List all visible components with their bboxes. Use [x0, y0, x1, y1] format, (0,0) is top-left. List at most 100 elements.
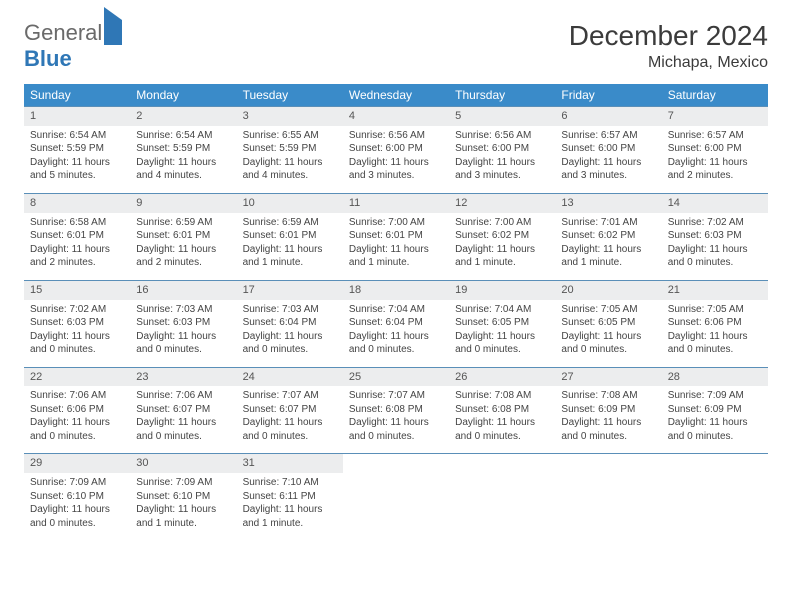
sunrise-text: Sunrise: 6:54 AM	[136, 129, 230, 143]
daylight-text: and 0 minutes.	[30, 517, 124, 531]
sunset-text: Sunset: 6:10 PM	[136, 490, 230, 504]
sunrise-text: Sunrise: 7:05 AM	[668, 303, 762, 317]
daylight-text: Daylight: 11 hours	[30, 243, 124, 257]
daylight-text: and 0 minutes.	[136, 430, 230, 444]
sunset-text: Sunset: 6:01 PM	[243, 229, 337, 243]
day-number-cell: 22	[24, 367, 130, 386]
day-header: Thursday	[449, 84, 555, 107]
daylight-text: and 1 minute.	[349, 256, 443, 270]
daylight-text: and 0 minutes.	[349, 430, 443, 444]
day-content-cell: Sunrise: 7:03 AMSunset: 6:03 PMDaylight:…	[130, 300, 236, 368]
daylight-text: Daylight: 11 hours	[136, 503, 230, 517]
sunrise-text: Sunrise: 7:09 AM	[30, 476, 124, 490]
day-number-cell: 19	[449, 280, 555, 299]
daylight-text: Daylight: 11 hours	[561, 156, 655, 170]
day-header: Friday	[555, 84, 661, 107]
day-number-cell: 16	[130, 280, 236, 299]
logo: General Blue	[24, 20, 122, 72]
sunset-text: Sunset: 6:06 PM	[30, 403, 124, 417]
day-content-cell	[555, 473, 661, 540]
day-number-row: 293031	[24, 454, 768, 473]
daylight-text: Daylight: 11 hours	[30, 416, 124, 430]
daylight-text: Daylight: 11 hours	[668, 156, 762, 170]
daylight-text: Daylight: 11 hours	[455, 156, 549, 170]
day-number-cell: 2	[130, 107, 236, 126]
sunrise-text: Sunrise: 7:04 AM	[349, 303, 443, 317]
logo-text-gray: General	[24, 20, 102, 45]
sunrise-text: Sunrise: 7:00 AM	[349, 216, 443, 230]
sunrise-text: Sunrise: 7:06 AM	[136, 389, 230, 403]
day-number-cell: 4	[343, 107, 449, 126]
daylight-text: and 0 minutes.	[561, 343, 655, 357]
sunset-text: Sunset: 6:04 PM	[243, 316, 337, 330]
daylight-text: and 0 minutes.	[30, 343, 124, 357]
sunset-text: Sunset: 6:08 PM	[455, 403, 549, 417]
day-content-cell: Sunrise: 7:06 AMSunset: 6:07 PMDaylight:…	[130, 386, 236, 454]
sunrise-text: Sunrise: 6:58 AM	[30, 216, 124, 230]
sunrise-text: Sunrise: 7:03 AM	[243, 303, 337, 317]
sunrise-text: Sunrise: 7:02 AM	[668, 216, 762, 230]
header: General Blue December 2024 Michapa, Mexi…	[24, 20, 768, 72]
day-number-cell: 28	[662, 367, 768, 386]
daylight-text: Daylight: 11 hours	[668, 243, 762, 257]
sunset-text: Sunset: 6:07 PM	[136, 403, 230, 417]
sunset-text: Sunset: 6:00 PM	[561, 142, 655, 156]
daylight-text: Daylight: 11 hours	[561, 416, 655, 430]
day-number-row: 1234567	[24, 107, 768, 126]
day-header: Tuesday	[237, 84, 343, 107]
day-content-cell: Sunrise: 7:05 AMSunset: 6:06 PMDaylight:…	[662, 300, 768, 368]
day-content-cell: Sunrise: 6:57 AMSunset: 6:00 PMDaylight:…	[662, 126, 768, 194]
day-number-cell: 18	[343, 280, 449, 299]
sunset-text: Sunset: 6:03 PM	[668, 229, 762, 243]
sunset-text: Sunset: 6:06 PM	[668, 316, 762, 330]
daylight-text: Daylight: 11 hours	[455, 243, 549, 257]
day-content-cell: Sunrise: 6:54 AMSunset: 5:59 PMDaylight:…	[130, 126, 236, 194]
day-number-cell: 12	[449, 193, 555, 212]
day-header: Saturday	[662, 84, 768, 107]
sunset-text: Sunset: 6:08 PM	[349, 403, 443, 417]
daylight-text: and 1 minute.	[243, 517, 337, 531]
sunrise-text: Sunrise: 6:56 AM	[455, 129, 549, 143]
day-number-cell: 31	[237, 454, 343, 473]
daylight-text: Daylight: 11 hours	[668, 416, 762, 430]
sunset-text: Sunset: 6:11 PM	[243, 490, 337, 504]
sunrise-text: Sunrise: 7:06 AM	[30, 389, 124, 403]
sunrise-text: Sunrise: 7:04 AM	[455, 303, 549, 317]
daylight-text: and 4 minutes.	[136, 169, 230, 183]
daylight-text: and 5 minutes.	[30, 169, 124, 183]
sunset-text: Sunset: 6:02 PM	[455, 229, 549, 243]
daylight-text: Daylight: 11 hours	[243, 503, 337, 517]
day-number-cell: 14	[662, 193, 768, 212]
sunrise-text: Sunrise: 7:03 AM	[136, 303, 230, 317]
daylight-text: Daylight: 11 hours	[136, 243, 230, 257]
calendar-body: 1234567Sunrise: 6:54 AMSunset: 5:59 PMDa…	[24, 107, 768, 541]
sunset-text: Sunset: 6:10 PM	[30, 490, 124, 504]
daylight-text: Daylight: 11 hours	[136, 330, 230, 344]
day-header: Wednesday	[343, 84, 449, 107]
daylight-text: and 2 minutes.	[136, 256, 230, 270]
daylight-text: and 0 minutes.	[136, 343, 230, 357]
daylight-text: Daylight: 11 hours	[243, 416, 337, 430]
sunset-text: Sunset: 5:59 PM	[30, 142, 124, 156]
sunrise-text: Sunrise: 7:07 AM	[243, 389, 337, 403]
sunrise-text: Sunrise: 6:57 AM	[668, 129, 762, 143]
day-content-cell: Sunrise: 6:54 AMSunset: 5:59 PMDaylight:…	[24, 126, 130, 194]
sunrise-text: Sunrise: 7:07 AM	[349, 389, 443, 403]
day-number-cell: 21	[662, 280, 768, 299]
day-number-cell: 24	[237, 367, 343, 386]
day-number-cell: 7	[662, 107, 768, 126]
day-number-cell: 27	[555, 367, 661, 386]
daylight-text: Daylight: 11 hours	[455, 330, 549, 344]
day-number-cell: 11	[343, 193, 449, 212]
sunset-text: Sunset: 5:59 PM	[136, 142, 230, 156]
sunset-text: Sunset: 6:07 PM	[243, 403, 337, 417]
day-content-cell	[343, 473, 449, 540]
day-number-cell: 3	[237, 107, 343, 126]
day-content-cell: Sunrise: 7:00 AMSunset: 6:02 PMDaylight:…	[449, 213, 555, 281]
day-number-cell: 20	[555, 280, 661, 299]
day-number-cell: 30	[130, 454, 236, 473]
daylight-text: Daylight: 11 hours	[243, 243, 337, 257]
logo-triangle-icon	[104, 7, 122, 45]
sunrise-text: Sunrise: 7:00 AM	[455, 216, 549, 230]
location: Michapa, Mexico	[569, 54, 768, 72]
